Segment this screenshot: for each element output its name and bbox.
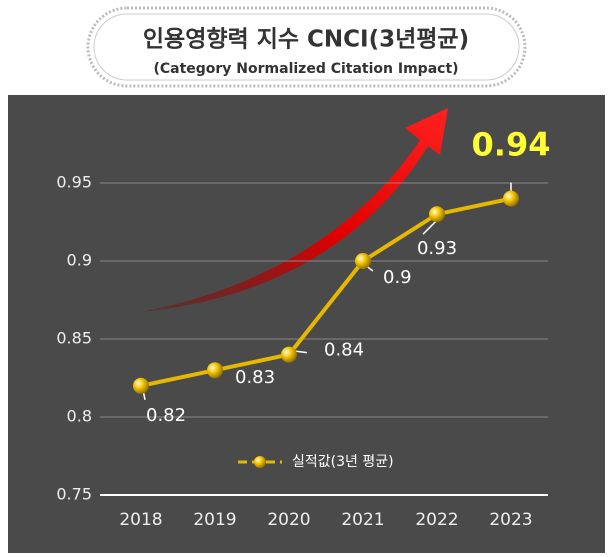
data-point: [429, 206, 445, 222]
chart: 인용영향력 지수 CNCI(3년평균) (Category Normalized…: [0, 0, 613, 553]
y-tick-label: 0.9: [67, 251, 92, 270]
data-point: [503, 191, 519, 207]
x-tick-label: 2022: [415, 510, 458, 530]
data-point: [355, 253, 371, 269]
data-label: 0.83: [235, 367, 275, 388]
legend-marker: [254, 456, 266, 468]
data-label: 0.82: [146, 405, 186, 426]
x-tick-label: 2019: [193, 510, 236, 530]
data-point: [133, 378, 149, 394]
data-label: 0.84: [324, 340, 364, 361]
chart-subtitle: (Category Normalized Citation Impact): [153, 61, 458, 77]
x-tick-label: 2023: [489, 510, 532, 530]
plot-background: [8, 95, 605, 553]
y-tick-label: 0.8: [67, 407, 92, 426]
data-label: 0.9: [383, 267, 412, 288]
y-tick-label: 0.75: [56, 485, 92, 504]
data-point: [207, 362, 223, 378]
x-tick-label: 2020: [267, 510, 310, 530]
chart-title: 인용영향력 지수 CNCI(3년평균): [143, 27, 469, 53]
x-tick-label: 2018: [119, 510, 162, 530]
data-label: 0.94: [472, 126, 551, 164]
data-point: [281, 347, 297, 363]
x-tick-label: 2021: [341, 510, 384, 530]
y-tick-label: 0.95: [56, 173, 92, 192]
y-tick-label: 0.85: [56, 329, 92, 348]
data-label: 0.93: [417, 238, 457, 259]
legend-label: 실적값(3년 평균): [292, 454, 394, 470]
